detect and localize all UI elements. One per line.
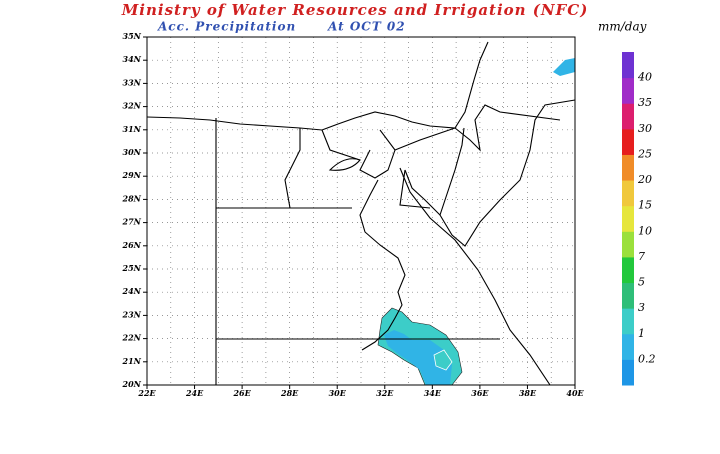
lat-label: 26N — [122, 240, 142, 250]
lon-label: 28E — [280, 388, 299, 398]
lat-label: 27N — [122, 217, 142, 227]
rain-area — [553, 58, 575, 76]
colorbar-segment — [622, 231, 634, 258]
title: Ministry of Water Resources and Irrigati… — [121, 1, 589, 19]
lat-label: 20N — [122, 379, 142, 389]
lon-label: 36E — [471, 388, 489, 398]
lat-label: 31N — [123, 124, 142, 134]
governorates — [284, 127, 456, 209]
colorbar-label: 10 — [638, 224, 652, 237]
lat-label: 30N — [123, 147, 142, 157]
lat-label: 29N — [122, 170, 142, 180]
unit: mm/day — [598, 20, 647, 34]
border — [454, 104, 561, 152]
lon-label: 38E — [519, 388, 537, 398]
colorbar-label: 20 — [637, 173, 652, 186]
lat-label: 24N — [122, 286, 142, 296]
precipitation — [377, 58, 575, 386]
lat-label: 33N — [123, 77, 142, 87]
rain-area — [433, 349, 453, 371]
lat-label: 32N — [123, 101, 142, 111]
lon-label: 32E — [376, 388, 394, 398]
colorbar-label: 40 — [637, 71, 652, 84]
arabia-coast — [439, 99, 576, 247]
nile — [359, 179, 406, 351]
colorbar-label: 3 — [638, 301, 645, 314]
colorbar-label: 5 — [638, 276, 645, 289]
date: At OCT 02 — [327, 20, 406, 34]
rain-area — [384, 330, 452, 385]
colorbar-segment — [622, 282, 634, 309]
red-sea-coast — [399, 167, 551, 386]
lat-label: 35N — [123, 31, 142, 41]
colorbar-label: 30 — [638, 122, 652, 135]
colorbar-segment — [622, 359, 634, 386]
colorbar-segment — [622, 103, 634, 130]
lat-label: 25N — [122, 263, 142, 273]
lon-label: 34E — [424, 388, 442, 398]
colorbar-label: 15 — [638, 199, 652, 212]
sinai-coast — [404, 127, 465, 217]
colorbar-segment — [622, 77, 634, 104]
lat-label: 22N — [122, 333, 142, 343]
colorbar-label: 25 — [637, 147, 652, 160]
colorbar-segment — [622, 205, 634, 232]
colorbar-label: 0.2 — [638, 352, 656, 365]
colorbar-label: 7 — [638, 250, 645, 263]
lat-label: 23N — [122, 309, 142, 319]
delta — [359, 129, 396, 179]
lon-label: 22E — [137, 388, 156, 398]
lon-label: 40E — [566, 388, 584, 398]
lat-label: 34N — [123, 54, 142, 64]
lon-label: 26E — [232, 388, 251, 398]
borders — [146, 41, 576, 386]
axes: 20N 21N 22N 23N 24N 25N 26N 27N 28N 29N 30N 31N 32N 3… — [122, 31, 585, 398]
colorbar-label: 1 — [638, 327, 645, 340]
colorbar-segment — [622, 308, 634, 335]
lon-label: 30E — [329, 388, 347, 398]
colorbar-segment — [622, 333, 634, 360]
lon-label: 24E — [185, 388, 204, 398]
coastline — [146, 41, 489, 131]
colorbar-label: 35 — [638, 96, 652, 109]
colorbar-segment — [622, 154, 634, 181]
lat-label: 21N — [122, 356, 142, 366]
lat-label: 28N — [122, 193, 142, 203]
map-frame — [146, 36, 576, 386]
colorbar-segment — [622, 52, 634, 79]
colorbar-segment — [622, 128, 634, 155]
subtitle: Acc. Precipitation — [157, 20, 296, 34]
colorbar-segment — [622, 256, 634, 284]
colorbar-segment — [622, 180, 634, 207]
